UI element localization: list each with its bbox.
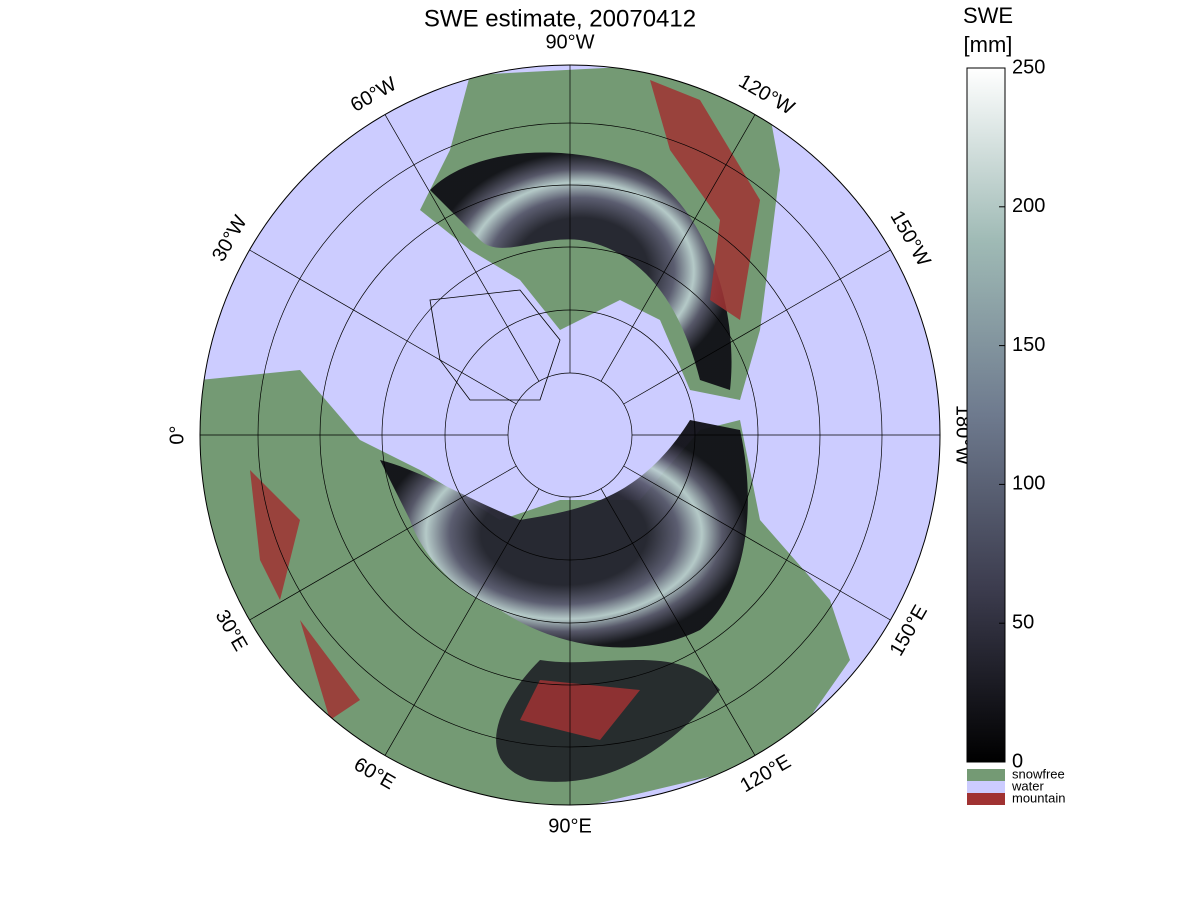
meridian-label: 90°E	[548, 815, 592, 837]
meridian-line	[623, 465, 891, 621]
meridian-line	[384, 114, 540, 382]
meridian-line	[600, 114, 756, 382]
meridian-line	[623, 249, 891, 405]
colorbar-tick-label: 150	[1012, 334, 1045, 356]
colorbar	[966, 67, 1006, 763]
map-area	[200, 65, 940, 805]
map-title: SWE estimate, 20070412	[424, 5, 696, 32]
legend-swatch	[967, 781, 1005, 793]
legend-label: water	[1011, 778, 1044, 793]
snow-cover	[380, 420, 748, 648]
legend-swatch	[967, 769, 1005, 781]
graticule	[200, 65, 940, 805]
mountain-region	[650, 80, 760, 320]
meridian-line	[384, 488, 540, 756]
colorbar-label: SWE	[963, 3, 1013, 28]
meridian-line	[249, 249, 517, 405]
colorbar-label: [mm]	[964, 32, 1013, 57]
meridian-line	[600, 488, 756, 756]
colorbar-tick-label: 0	[1012, 750, 1023, 772]
colorbar-tick-label: 200	[1012, 195, 1045, 217]
legend-swatch	[967, 793, 1005, 805]
colorbar-tick-label: 100	[1012, 473, 1045, 495]
meridian-label: 90°W	[545, 31, 594, 53]
snow-cover	[430, 152, 732, 390]
legend-label: mountain	[1012, 790, 1065, 805]
colorbar-tick-label: 50	[1012, 611, 1034, 633]
meridian-label: 0°	[166, 425, 188, 444]
legend-label: snowfree	[1012, 766, 1065, 781]
meridian-line	[249, 465, 517, 621]
map-border	[199, 64, 941, 806]
colorbar-tick-label: 250	[1012, 56, 1045, 78]
mountain-region	[250, 470, 640, 740]
